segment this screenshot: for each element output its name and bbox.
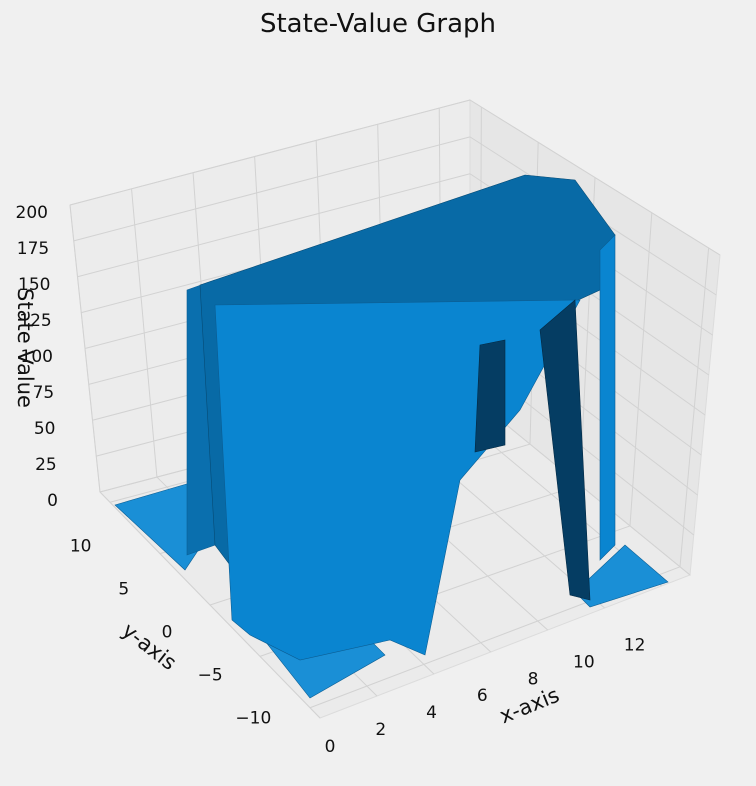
- z-axis-ticks: 0 25 50 75 100 125 150 175 200: [16, 203, 58, 511]
- z-back-gridline: [77, 173, 471, 278]
- z-axis-label: State Value: [13, 288, 37, 408]
- x-tick-label: 0: [325, 737, 336, 757]
- state-value-surface: [114, 174, 669, 699]
- x-axis-label: x-axis: [496, 683, 563, 729]
- z-back-gridline: [73, 136, 471, 242]
- z-tick-label: 100: [21, 347, 53, 367]
- z-side-gridline: [469, 99, 721, 256]
- z-tick-label: 175: [17, 239, 49, 259]
- y-tick-label: −5: [198, 665, 223, 685]
- z-tick-label: 25: [35, 455, 57, 475]
- z-back-gridline: [69, 99, 471, 206]
- y-tick-label: 10: [70, 537, 92, 557]
- x-tick-label: 12: [624, 635, 646, 655]
- x-tick-label: 8: [528, 669, 539, 689]
- z-tick-label: 75: [33, 383, 55, 403]
- z-tick-label: 50: [34, 419, 56, 439]
- x-tick-label: 2: [375, 720, 386, 740]
- surface-floor-right: [574, 544, 669, 608]
- y-tick-label: 0: [162, 623, 173, 643]
- y-tick-label: −10: [235, 708, 271, 728]
- x-axis-ticks: 0 2 4 6 8 10 12: [325, 635, 646, 757]
- z-tick-label: 200: [16, 203, 48, 223]
- z-tick-label: 150: [18, 275, 50, 295]
- y-axis-ticks: −10 −5 0 5 10: [70, 537, 271, 729]
- x-tick-label: 4: [426, 703, 437, 723]
- z-tick-label: 0: [47, 491, 58, 511]
- x-tick-label: 6: [477, 686, 488, 706]
- surface-side-right: [599, 234, 616, 561]
- y-tick-label: 5: [118, 580, 129, 600]
- surface-inner-shadow: [474, 339, 506, 453]
- chart-title: State-Value Graph: [260, 9, 496, 39]
- z-tick-label: 125: [19, 311, 51, 331]
- x-tick-label: 10: [573, 652, 595, 672]
- surface-side-right-dark: [539, 299, 591, 601]
